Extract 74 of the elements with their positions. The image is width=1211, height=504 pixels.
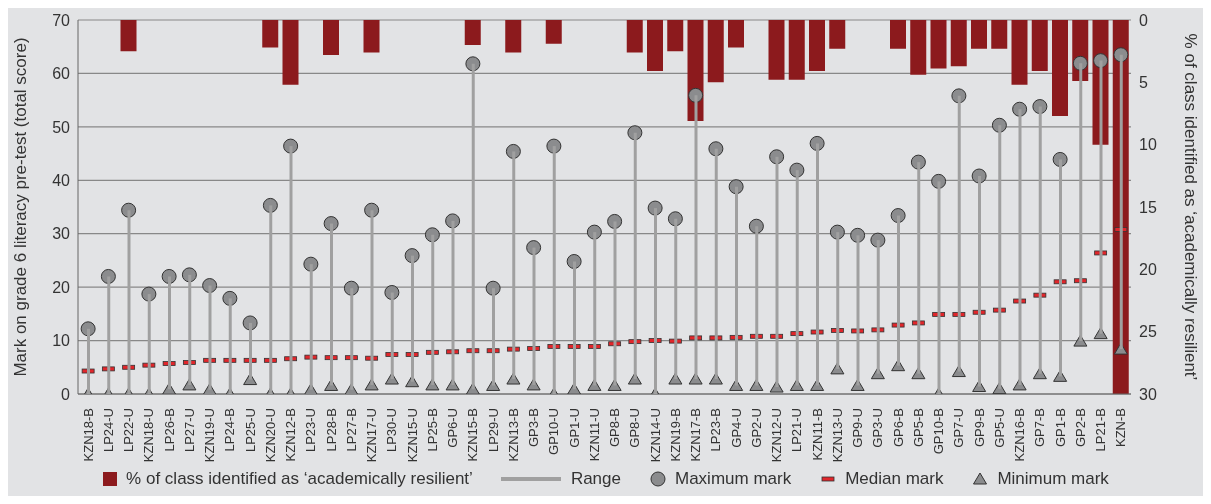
- x-tick-label: GP9-U: [850, 408, 866, 448]
- x-tick-label: GP8-U: [627, 408, 643, 448]
- x-tick-label: KZN19-B: [667, 408, 683, 462]
- y2-tick-label: 10: [1139, 136, 1157, 154]
- x-tick-label: KZN13-U: [829, 408, 845, 463]
- x-tick-label: LP21-B: [1093, 408, 1109, 452]
- x-tick-label: LP27-B: [343, 408, 359, 452]
- x-tick-label: LP21-U: [789, 408, 805, 453]
- y-tick-label: 50: [52, 118, 71, 136]
- x-tick-label: KZN18-U: [141, 408, 157, 463]
- x-tick-label: KZN15-U: [404, 408, 420, 463]
- y-tick-label: 30: [52, 225, 71, 243]
- x-tick-label: LP30-U: [384, 408, 400, 453]
- x-tick-label: LP26-B: [161, 408, 177, 452]
- y2-axis-title: % of class identified as ‘academically resilient’: [1180, 33, 1200, 381]
- x-tick-label: LP25-U: [242, 408, 258, 453]
- x-tick-label: GP8-B: [607, 408, 623, 448]
- x-tick-label: GP9-B: [971, 408, 987, 448]
- x-tick-label: LP22-U: [121, 408, 137, 453]
- x-tick-label: GP1-B: [1052, 408, 1068, 448]
- x-tick-label: KZN11-B: [809, 408, 825, 461]
- x-tick-label: KZN20-U: [262, 408, 278, 463]
- y2-tick-label: 15: [1139, 198, 1157, 216]
- y-tick-label: 20: [52, 278, 71, 296]
- x-tick-label: KZN15-B: [465, 408, 481, 462]
- x-tick-label: LP23-U: [303, 408, 319, 453]
- x-tick-label: LP27-U: [181, 408, 197, 453]
- x-tick-label: GP3-B: [526, 408, 542, 448]
- x-tick-label: GP3-U: [870, 408, 886, 448]
- y-tick-label: 0: [61, 385, 71, 403]
- x-tick-label: LP28-B: [323, 408, 339, 452]
- legend-label: Median mark: [845, 469, 944, 489]
- legend-label: Minimum mark: [997, 469, 1109, 489]
- y-tick-label: 60: [52, 65, 71, 83]
- x-tick-label: GP4-U: [728, 408, 744, 448]
- y-axis-title: Mark on grade 6 literacy pre-test (total score): [11, 37, 31, 377]
- x-tick-label: LP24-B: [222, 408, 238, 452]
- x-tick-label: KZN12-B: [283, 408, 299, 462]
- legend-label: Range: [570, 469, 621, 489]
- x-tick-label: LP25-B: [424, 408, 440, 452]
- x-tick-label: GP10-U: [546, 408, 562, 455]
- x-tick-label: KZN17-B: [688, 408, 704, 462]
- x-tick-label: KZN16-B: [1012, 408, 1028, 462]
- x-tick-label: GP5-B: [910, 408, 926, 448]
- x-tick-label: GP7-U: [951, 408, 967, 448]
- x-tick-label: KZN17-U: [364, 408, 380, 463]
- x-tick-label: GP10-B: [931, 408, 947, 455]
- legend-label: % of class identified as ‘academically resilient’: [126, 469, 473, 489]
- legend-label: Maximum mark: [674, 469, 792, 489]
- x-tick-label: KZN19-U: [202, 408, 218, 463]
- y-tick-label: 40: [52, 171, 71, 189]
- x-tick-label: KZN14-U: [647, 408, 663, 463]
- x-tick-label: KZN11-U: [586, 408, 602, 462]
- x-tick-label: GP1-U: [566, 408, 582, 448]
- x-tick-label: KZN13-B: [505, 408, 521, 462]
- y2-tick-label: 30: [1139, 385, 1157, 403]
- y2-tick-label: 20: [1139, 261, 1157, 279]
- x-tick-label: LP24-U: [100, 408, 116, 453]
- y-tick-label: 10: [52, 332, 71, 350]
- x-tick-label: GP2-U: [748, 408, 764, 448]
- x-tick-label: LP29-U: [485, 408, 501, 453]
- x-tick-label: GP5-U: [991, 408, 1007, 448]
- x-tick-label: GP6-U: [445, 408, 461, 448]
- y2-tick-label: 5: [1139, 74, 1148, 92]
- x-tick-label: LP23-B: [708, 408, 724, 452]
- x-tick-label: KZN18-B: [80, 408, 96, 462]
- x-tick-label: GP2-B: [1072, 408, 1088, 448]
- x-tick-label: GP6-B: [890, 408, 906, 448]
- y2-tick-label: 25: [1139, 323, 1157, 341]
- y-tick-label: 70: [52, 11, 71, 29]
- x-tick-label: GP7-B: [1032, 408, 1048, 448]
- x-tick-label: KZN12-U: [769, 408, 785, 463]
- x-tick-label: KZN-B: [1113, 408, 1129, 447]
- y2-tick-label: 0: [1139, 11, 1148, 29]
